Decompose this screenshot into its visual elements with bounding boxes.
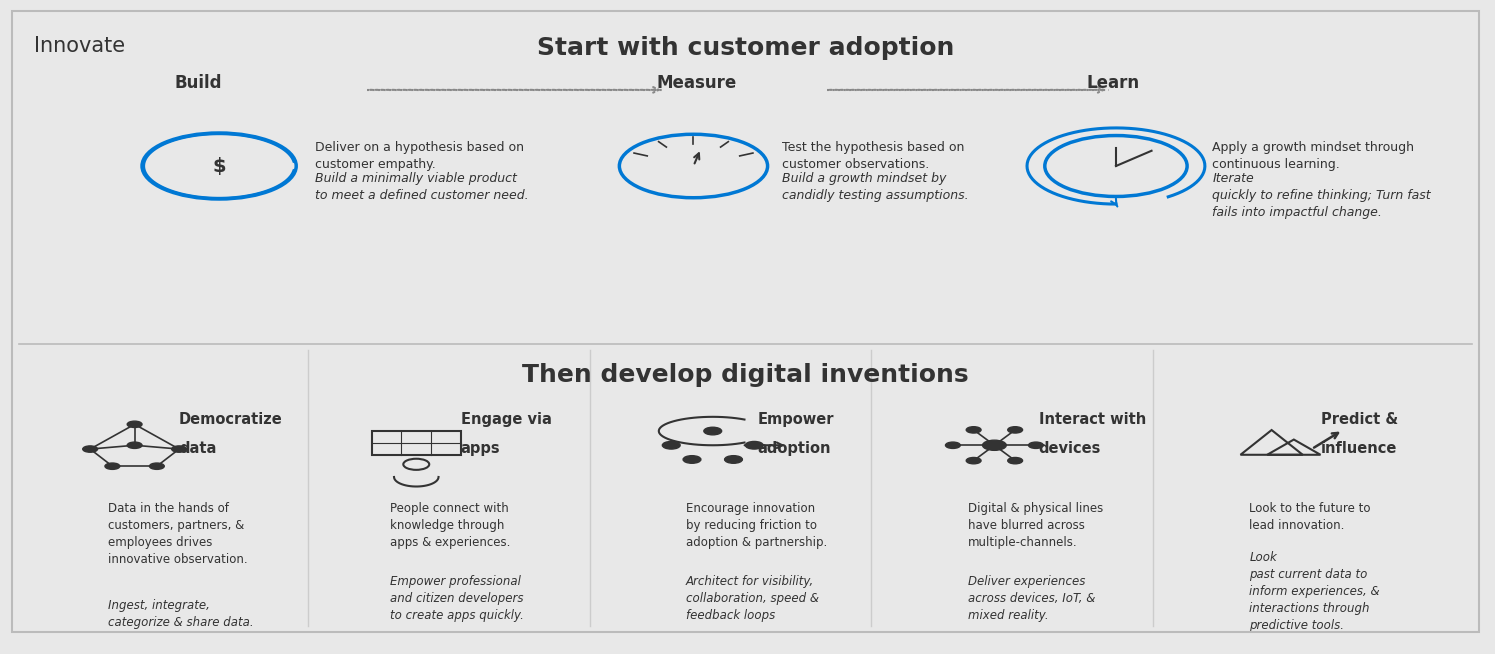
Text: Innovate: Innovate bbox=[34, 36, 126, 56]
Text: Engage via: Engage via bbox=[460, 413, 552, 427]
Text: Ingest, integrate,
categorize & share data.: Ingest, integrate, categorize & share da… bbox=[108, 599, 254, 629]
Text: Deliver on a hypothesis based on
customer empathy.: Deliver on a hypothesis based on custome… bbox=[315, 141, 525, 171]
Circle shape bbox=[127, 421, 142, 428]
Text: $: $ bbox=[212, 156, 226, 175]
Circle shape bbox=[704, 427, 722, 435]
Text: Democratize: Democratize bbox=[179, 413, 283, 427]
Circle shape bbox=[127, 442, 142, 449]
Text: Test the hypothesis based on
customer observations.: Test the hypothesis based on customer ob… bbox=[782, 141, 964, 171]
Text: adoption: adoption bbox=[758, 441, 831, 456]
Circle shape bbox=[982, 440, 1006, 451]
Text: Deliver experiences
across devices, IoT, &
mixed reality.: Deliver experiences across devices, IoT,… bbox=[967, 575, 1096, 622]
Text: Interact with: Interact with bbox=[1039, 413, 1147, 427]
Text: Apply a growth mindset through
continuous learning.: Apply a growth mindset through continuou… bbox=[1212, 141, 1414, 171]
Circle shape bbox=[82, 446, 97, 452]
Text: Digital & physical lines
have blurred across
multiple-channels.: Digital & physical lines have blurred ac… bbox=[967, 502, 1103, 549]
Circle shape bbox=[105, 463, 120, 470]
Text: Start with customer adoption: Start with customer adoption bbox=[537, 36, 954, 60]
Circle shape bbox=[966, 458, 981, 464]
Circle shape bbox=[150, 463, 164, 470]
Circle shape bbox=[1008, 426, 1023, 433]
Text: Iterate
quickly to refine thinking; Turn fast
fails into impactful change.: Iterate quickly to refine thinking; Turn… bbox=[1212, 173, 1431, 219]
Text: Empower professional
and citizen developers
to create apps quickly.: Empower professional and citizen develop… bbox=[390, 575, 523, 622]
Text: People connect with
knowledge through
apps & experiences.: People connect with knowledge through ap… bbox=[390, 502, 510, 549]
Text: Learn: Learn bbox=[1087, 75, 1139, 92]
Text: Architect for visibility,
collaboration, speed &
feedback loops: Architect for visibility, collaboration,… bbox=[686, 575, 819, 622]
Text: apps: apps bbox=[460, 441, 501, 456]
Text: data: data bbox=[179, 441, 217, 456]
Text: Measure: Measure bbox=[656, 75, 737, 92]
Text: Build: Build bbox=[175, 75, 223, 92]
Text: influence: influence bbox=[1320, 441, 1396, 456]
Circle shape bbox=[1008, 458, 1023, 464]
Circle shape bbox=[683, 456, 701, 463]
Circle shape bbox=[172, 446, 187, 452]
Text: Encourage innovation
by reducing friction to
adoption & partnership.: Encourage innovation by reducing frictio… bbox=[686, 502, 827, 549]
Circle shape bbox=[966, 426, 981, 433]
Circle shape bbox=[662, 441, 680, 449]
Text: Then develop digital inventions: Then develop digital inventions bbox=[522, 363, 969, 387]
Text: Data in the hands of
customers, partners, &
employees drives
innovative observat: Data in the hands of customers, partners… bbox=[108, 502, 248, 566]
Text: Empower: Empower bbox=[758, 413, 834, 427]
Circle shape bbox=[1029, 442, 1044, 449]
Text: Build a minimally viable product
to meet a defined customer need.: Build a minimally viable product to meet… bbox=[315, 173, 529, 202]
Circle shape bbox=[945, 442, 960, 449]
Text: Look to the future to
lead innovation.: Look to the future to lead innovation. bbox=[1250, 502, 1371, 532]
Circle shape bbox=[746, 441, 762, 449]
Circle shape bbox=[725, 456, 743, 463]
Text: Predict &: Predict & bbox=[1320, 413, 1398, 427]
Text: devices: devices bbox=[1039, 441, 1102, 456]
Text: Build a growth mindset by
candidly testing assumptions.: Build a growth mindset by candidly testi… bbox=[782, 173, 969, 202]
Text: Look
past current data to
inform experiences, &
interactions through
predictive : Look past current data to inform experie… bbox=[1250, 551, 1380, 632]
